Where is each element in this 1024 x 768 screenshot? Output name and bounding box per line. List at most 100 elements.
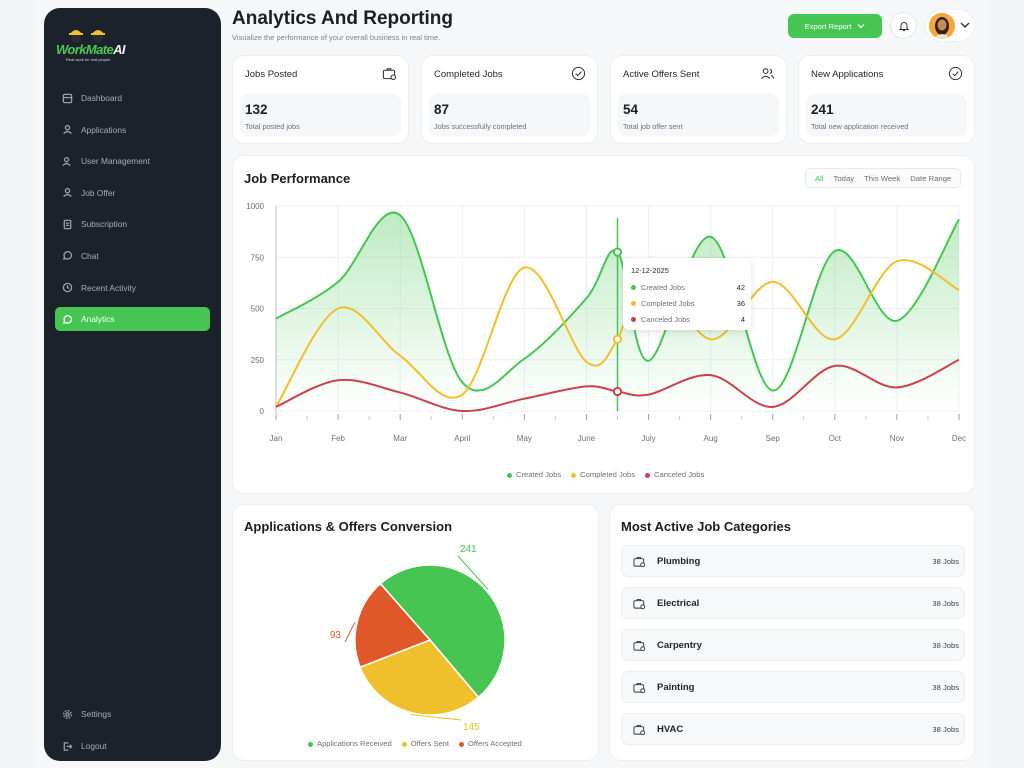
x-tick-label: Oct [829,434,842,443]
users-icon [761,68,775,80]
sidebar-item-settings[interactable]: Settings [55,702,210,726]
sidebar-item-dashboard[interactable]: Dashboard [55,86,210,110]
x-tick-label: April [454,434,470,443]
chart-title: Applications & Offers Conversion [244,519,453,534]
x-tick-label: Dec [952,434,966,443]
sidebar-item-label: Job Offer [81,187,116,198]
category-name: Painting [657,682,695,693]
category-name: HVAC [657,724,684,735]
dashboard-icon [62,93,73,103]
y-tick-label: 1000 [246,202,264,211]
stat-body: 54 Total job offer sent [618,94,779,136]
sidebar-item-label: Logout [81,741,107,751]
tooltip-value: 4 [740,315,745,324]
tooltip-dot [631,317,636,322]
category-row-hvac[interactable]: HVAC 38 Jobs [621,713,965,745]
category-row-plumbing[interactable]: Plumbing 38 Jobs [621,545,965,577]
x-tick-label: Mar [393,434,407,443]
tooltip-row: Completed Jobs 36 [631,299,745,308]
tooltip-label-text: Completed Jobs [641,299,695,308]
briefcase-icon [633,640,646,652]
gear-icon [63,709,72,719]
sidebar-item-chat[interactable]: Chat [55,244,210,268]
y-tick-label: 250 [251,356,265,365]
sidebar-item-user-management[interactable]: User Management [55,149,210,173]
briefcase-icon [63,188,72,198]
y-tick-label: 500 [251,305,265,314]
stat-body: 87 Jobs successfully completed [429,94,590,136]
workers-logo-icon [69,30,105,43]
tab-this-week[interactable]: This Week [864,173,901,183]
tab-today[interactable]: Today [833,173,855,183]
tooltip-row: Canceled Jobs 4 [631,315,745,324]
legend-dot [308,741,313,747]
category-row-electrical[interactable]: Electrical 38 Jobs [621,587,965,619]
stat-description: Total posted jobs [245,122,300,131]
stat-body: 241 Total new application received [806,94,967,136]
briefcase-icon [633,556,646,568]
stat-card-jobs-posted: Jobs Posted 132 Total posted jobs [232,55,409,144]
created-jobs-highlight-point [612,247,623,257]
sidebar-item-job-offer[interactable]: Job Offer [55,181,210,205]
sidebar-item-label: User Management [81,156,150,167]
chevron-down-icon [857,24,865,29]
pie-slice-applications-received [379,564,506,699]
sidebar-nav: Dashboard Applications User Management J… [55,86,210,339]
pie-legend: Applications Received Offers Sent Offers… [308,739,522,748]
export-report-button[interactable]: Export Report [788,14,882,38]
category-count: 38 Jobs [932,599,959,608]
tooltip-label-text: Canceled Jobs [641,315,690,324]
x-tick-label: July [641,434,655,443]
category-row-carpentry[interactable]: Carpentry 38 Jobs [621,629,965,661]
legend-item-created: Created Jobs [507,470,561,479]
stat-title: Active Offers Sent [623,69,700,80]
notifications-button[interactable] [890,12,917,39]
stat-value: 87 [434,102,450,117]
legend-label: Applications Received [317,739,392,748]
legend-label: Offers Sent [410,739,449,748]
sidebar-item-recent-activity[interactable]: Recent Activity [55,276,210,300]
x-tick-label: Aug [704,434,718,443]
legend-dot [401,741,407,747]
stat-value: 54 [623,102,639,117]
sidebar-item-analytics[interactable]: Analytics [55,307,210,332]
sidebar-item-applications[interactable]: Applications [55,118,210,142]
x-tick-label: Sep [766,434,781,443]
sidebar-item-label: Analytics [81,314,115,325]
brand-logo[interactable]: WorkMateAI Real work for real people [56,20,136,64]
sidebar-item-subscription[interactable]: Subscription [55,212,210,236]
category-row-painting[interactable]: Painting 38 Jobs [621,671,965,703]
page-title: Analytics And Reporting [232,8,453,29]
completed-jobs-highlight-point [612,334,623,344]
legend-label: Completed Jobs [580,470,636,479]
legend-dot [507,472,512,478]
chart-legend: Created Jobs Completed Jobs Canceled Job… [507,470,704,479]
user-icon [63,125,72,135]
stat-card-new-applications: New Applications 241 Total new applicati… [798,55,975,144]
tab-all[interactable]: All [815,173,824,183]
category-name: Plumbing [657,556,701,567]
pie-slice-offers-sent [359,639,480,716]
users-icon [62,156,71,166]
profile-menu[interactable] [925,9,975,42]
stat-body: 132 Total posted jobs [240,94,401,136]
x-tick-label: Jan [270,434,283,443]
legend-item-offers-sent: Offers Sent [401,739,449,748]
job-performance-card: Job Performance All Today This Week Date… [232,155,975,494]
category-name: Electrical [657,598,700,609]
pie-data-label: 241 [460,544,477,555]
stat-description: Total job offer sent [623,122,683,131]
stat-title: Jobs Posted [245,69,298,80]
section-title: Most Active Job Categories [621,519,792,534]
analytics-icon [62,314,73,324]
pie-slice-offers-accepted [354,582,432,669]
job-performance-chart[interactable]: Jan Feb Mar April May June July Aug Sep Oct Nov Dec… [233,156,976,495]
sidebar-item-logout[interactable]: Logout [55,734,210,758]
tab-date-range[interactable]: Date Range [910,173,952,183]
conversion-pie-chart[interactable]: 241 145 93 [233,505,600,762]
tooltip-value: 36 [736,299,745,308]
tooltip-value: 42 [736,283,745,292]
sidebar-item-label: Subscription [81,219,128,230]
legend-item-completed: Completed Jobs [571,470,635,479]
tooltip-dot [631,285,636,290]
